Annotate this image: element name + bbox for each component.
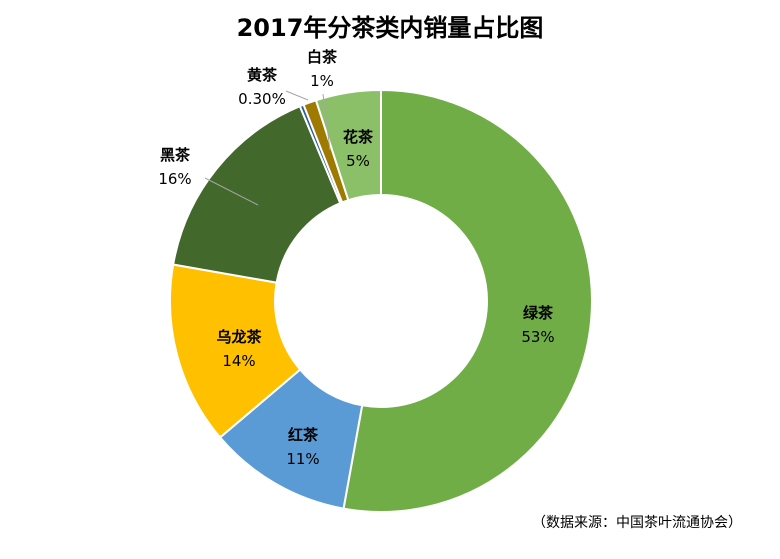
data-label: 16% [158,170,191,188]
data-label: 11% [286,450,319,468]
slice-绿茶 [342,88,593,513]
category-label: 红茶 [288,426,319,444]
data-label: 0.30% [238,90,286,108]
slice-花茶 [314,88,382,202]
category-label: 花茶 [343,128,374,146]
chart-title: 2017年分茶类内销量占比图 [236,14,544,42]
category-label: 黄茶 [247,66,278,84]
leader-line [322,93,331,151]
category-label: 黑茶 [160,146,191,164]
data-label: 14% [222,352,255,370]
slice-乌龙茶 [169,263,302,439]
category-label: 白茶 [307,48,338,66]
leader-line [204,177,259,206]
slice-黑茶 [172,104,342,284]
data-label: 5% [346,152,370,170]
category-label: 乌龙茶 [216,328,262,346]
data-label: 1% [310,72,334,90]
leader-line [285,90,309,101]
data-label: 53% [521,328,554,346]
category-label: 绿茶 [523,304,554,322]
source-note: （数据来源：中国茶叶流通协会） [532,515,742,531]
